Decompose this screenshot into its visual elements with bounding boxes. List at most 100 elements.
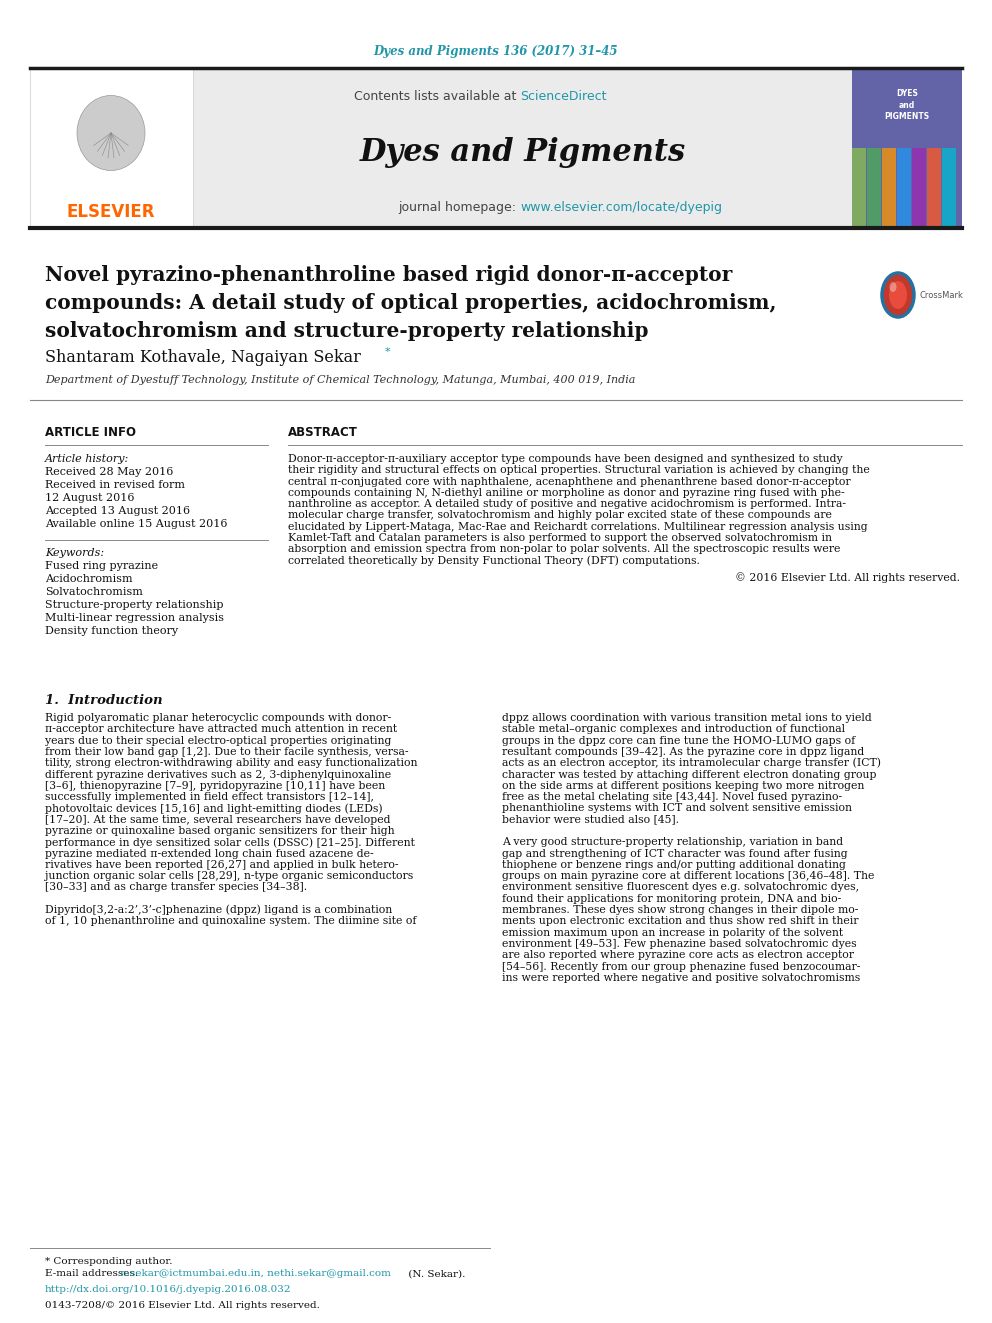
Text: environment [49–53]. Few phenazine based solvatochromic dyes: environment [49–53]. Few phenazine based…: [502, 939, 857, 949]
Text: Dipyrido[3,2-a:2’,3’-c]phenazine (dppz) ligand is a combination: Dipyrido[3,2-a:2’,3’-c]phenazine (dppz) …: [45, 905, 392, 916]
Text: Rigid polyaromatic planar heterocyclic compounds with donor-: Rigid polyaromatic planar heterocyclic c…: [45, 713, 391, 722]
Text: [3–6], thienopyrazine [7–9], pyridopyrazine [10,11] have been: [3–6], thienopyrazine [7–9], pyridopyraz…: [45, 781, 385, 791]
Text: CrossMark: CrossMark: [920, 291, 964, 299]
Text: successfully implemented in field effect transistors [12–14],: successfully implemented in field effect…: [45, 792, 374, 802]
Text: years due to their special electro-optical properties originating: years due to their special electro-optic…: [45, 736, 392, 746]
Text: stable metal–organic complexes and introduction of functional: stable metal–organic complexes and intro…: [502, 724, 845, 734]
Text: tility, strong electron-withdrawing ability and easy functionalization: tility, strong electron-withdrawing abil…: [45, 758, 418, 769]
Text: ELSEVIER: ELSEVIER: [66, 202, 156, 221]
Text: central π-conjugated core with naphthalene, acenaphthene and phenanthrene based : central π-conjugated core with naphthale…: [288, 476, 850, 487]
Text: (N. Sekar).: (N. Sekar).: [405, 1270, 465, 1278]
Text: ARTICLE INFO: ARTICLE INFO: [45, 426, 136, 438]
Ellipse shape: [77, 95, 145, 171]
Text: correlated theoretically by Density Functional Theory (DFT) computations.: correlated theoretically by Density Func…: [288, 556, 700, 566]
Text: [54–56]. Recently from our group phenazine fused benzocoumar-: [54–56]. Recently from our group phenazi…: [502, 962, 860, 971]
Text: journal homepage:: journal homepage:: [399, 201, 521, 213]
Text: Department of Dyestuff Technology, Institute of Chemical Technology, Matunga, Mu: Department of Dyestuff Technology, Insti…: [45, 374, 635, 385]
Ellipse shape: [890, 282, 897, 292]
Text: Acidochromism: Acidochromism: [45, 574, 133, 583]
Text: membranes. These dyes show strong changes in their dipole mo-: membranes. These dyes show strong change…: [502, 905, 858, 916]
Text: * Corresponding author.: * Corresponding author.: [45, 1257, 173, 1266]
Text: compounds containing N, N-diethyl aniline or morpholine as donor and pyrazine ri: compounds containing N, N-diethyl anilin…: [288, 488, 844, 497]
Text: [30–33] and as charge transfer species [34–38].: [30–33] and as charge transfer species […: [45, 882, 308, 893]
Bar: [852, 148, 866, 228]
Text: DYES
and
PIGMENTS: DYES and PIGMENTS: [885, 89, 930, 122]
Text: Multi-linear regression analysis: Multi-linear regression analysis: [45, 613, 224, 623]
Text: groups in the dppz core can fine tune the HOMO-LUMO gaps of: groups in the dppz core can fine tune th…: [502, 736, 855, 746]
Text: their rigidity and structural effects on optical properties. Structural variatio: their rigidity and structural effects on…: [288, 466, 870, 475]
Text: nanthroline as acceptor. A detailed study of positive and negative acidochromism: nanthroline as acceptor. A detailed stud…: [288, 499, 846, 509]
Ellipse shape: [889, 280, 907, 310]
Bar: [852, 69, 962, 228]
Text: Received in revised form: Received in revised form: [45, 480, 185, 490]
Text: Density function theory: Density function theory: [45, 626, 179, 636]
Text: Donor-π-acceptor-π-auxiliary acceptor type compounds have been designed and synt: Donor-π-acceptor-π-auxiliary acceptor ty…: [288, 454, 842, 464]
Text: Accepted 13 August 2016: Accepted 13 August 2016: [45, 505, 190, 516]
Text: 1.  Introduction: 1. Introduction: [45, 693, 163, 706]
Text: free as the metal chelating site [43,44]. Novel fused pyrazino-: free as the metal chelating site [43,44]…: [502, 792, 842, 802]
Ellipse shape: [882, 273, 914, 318]
Text: Solvatochromism: Solvatochromism: [45, 587, 143, 597]
Bar: [942, 148, 956, 228]
Text: A very good structure-property relationship, variation in band: A very good structure-property relations…: [502, 837, 843, 847]
Text: © 2016 Elsevier Ltd. All rights reserved.: © 2016 Elsevier Ltd. All rights reserved…: [735, 573, 960, 583]
Text: Novel pyrazino-phenanthroline based rigid donor-π-acceptor: Novel pyrazino-phenanthroline based rigi…: [45, 265, 732, 284]
Text: absorption and emission spectra from non-polar to polar solvents. All the spectr: absorption and emission spectra from non…: [288, 544, 840, 554]
Text: 0143-7208/© 2016 Elsevier Ltd. All rights reserved.: 0143-7208/© 2016 Elsevier Ltd. All right…: [45, 1301, 319, 1310]
Text: 12 August 2016: 12 August 2016: [45, 493, 135, 503]
Bar: [912, 148, 926, 228]
Text: ments upon electronic excitation and thus show red shift in their: ments upon electronic excitation and thu…: [502, 917, 858, 926]
Bar: [30, 69, 193, 228]
Text: [17–20]. At the same time, several researchers have developed: [17–20]. At the same time, several resea…: [45, 815, 391, 824]
Text: photovoltaic devices [15,16] and light-emitting diodes (LEDs): photovoltaic devices [15,16] and light-e…: [45, 803, 383, 814]
Text: different pyrazine derivatives such as 2, 3-diphenylquinoxaline: different pyrazine derivatives such as 2…: [45, 770, 391, 779]
Bar: [927, 148, 941, 228]
Text: Structure-property relationship: Structure-property relationship: [45, 601, 223, 610]
Text: dppz allows coordination with various transition metal ions to yield: dppz allows coordination with various tr…: [502, 713, 872, 722]
Text: *: *: [385, 347, 391, 357]
Text: ABSTRACT: ABSTRACT: [288, 426, 358, 438]
Text: pyrazine or quinoxaline based organic sensitizers for their high: pyrazine or quinoxaline based organic se…: [45, 826, 395, 836]
Text: rivatives have been reported [26,27] and applied in bulk hetero-: rivatives have been reported [26,27] and…: [45, 860, 399, 871]
Bar: [897, 148, 911, 228]
Bar: [193, 69, 852, 228]
Text: Article history:: Article history:: [45, 454, 129, 464]
Text: resultant compounds [39–42]. As the pyrazine core in dppz ligand: resultant compounds [39–42]. As the pyra…: [502, 747, 864, 757]
Text: environment sensitive fluorescent dyes e.g. solvatochromic dyes,: environment sensitive fluorescent dyes e…: [502, 882, 859, 893]
Text: behavior were studied also [45].: behavior were studied also [45].: [502, 815, 679, 824]
Bar: [882, 148, 896, 228]
Text: thiophene or benzene rings and/or putting additional donating: thiophene or benzene rings and/or puttin…: [502, 860, 846, 871]
Text: Dyes and Pigments 136 (2017) 31–45: Dyes and Pigments 136 (2017) 31–45: [374, 45, 618, 58]
Text: phenanthioline systems with ICT and solvent sensitive emission: phenanthioline systems with ICT and solv…: [502, 803, 852, 814]
Text: ins were reported where negative and positive solvatochromisms: ins were reported where negative and pos…: [502, 972, 860, 983]
Text: acts as an electron acceptor, its intramolecular charge transfer (ICT): acts as an electron acceptor, its intram…: [502, 758, 881, 769]
Text: ScienceDirect: ScienceDirect: [521, 90, 607, 103]
Text: are also reported where pyrazine core acts as electron acceptor: are also reported where pyrazine core ac…: [502, 950, 854, 960]
Text: groups on main pyrazine core at different locations [36,46–48]. The: groups on main pyrazine core at differen…: [502, 872, 874, 881]
Text: n.sekar@ictmumbai.edu.in, nethi.sekar@gmail.com: n.sekar@ictmumbai.edu.in, nethi.sekar@gm…: [120, 1270, 391, 1278]
Text: Available online 15 August 2016: Available online 15 August 2016: [45, 519, 227, 529]
Text: Contents lists available at: Contents lists available at: [354, 90, 521, 103]
Text: gap and strengthening of ICT character was found after fusing: gap and strengthening of ICT character w…: [502, 848, 847, 859]
Text: Fused ring pyrazine: Fused ring pyrazine: [45, 561, 158, 572]
Text: junction organic solar cells [28,29], n-type organic semiconductors: junction organic solar cells [28,29], n-…: [45, 872, 414, 881]
Text: character was tested by attaching different electron donating group: character was tested by attaching differ…: [502, 770, 877, 779]
Text: on the side arms at different positions keeping two more nitrogen: on the side arms at different positions …: [502, 781, 864, 791]
Text: molecular charge transfer, solvatochromism and highly polar excited state of the: molecular charge transfer, solvatochromi…: [288, 511, 832, 520]
Text: http://dx.doi.org/10.1016/j.dyepig.2016.08.032: http://dx.doi.org/10.1016/j.dyepig.2016.…: [45, 1286, 292, 1294]
Text: Dyes and Pigments: Dyes and Pigments: [359, 136, 685, 168]
Text: pyrazine mediated π-extended long chain fused azacene de-: pyrazine mediated π-extended long chain …: [45, 848, 374, 859]
Text: Kamlet-Taft and Catalan parameters is also performed to support the observed sol: Kamlet-Taft and Catalan parameters is al…: [288, 533, 832, 544]
Text: found their applications for monitoring protein, DNA and bio-: found their applications for monitoring …: [502, 894, 841, 904]
Text: elucidated by Lippert-Mataga, Mac-Rae and Reichardt correlations. Multilinear re: elucidated by Lippert-Mataga, Mac-Rae an…: [288, 521, 868, 532]
Text: Shantaram Kothavale, Nagaiyan Sekar: Shantaram Kothavale, Nagaiyan Sekar: [45, 349, 361, 366]
Text: solvatochromism and structure-property relationship: solvatochromism and structure-property r…: [45, 321, 649, 341]
Text: π-acceptor architecture have attracted much attention in recent: π-acceptor architecture have attracted m…: [45, 724, 397, 734]
Text: Received 28 May 2016: Received 28 May 2016: [45, 467, 174, 478]
Text: compounds: A detail study of optical properties, acidochromism,: compounds: A detail study of optical pro…: [45, 292, 777, 314]
Text: from their low band gap [1,2]. Due to their facile synthesis, versa-: from their low band gap [1,2]. Due to th…: [45, 747, 409, 757]
Bar: [867, 148, 881, 228]
Text: emission maximum upon an increase in polarity of the solvent: emission maximum upon an increase in pol…: [502, 927, 843, 938]
Text: www.elsevier.com/locate/dyepig: www.elsevier.com/locate/dyepig: [521, 201, 722, 213]
Text: Keywords:: Keywords:: [45, 548, 104, 558]
